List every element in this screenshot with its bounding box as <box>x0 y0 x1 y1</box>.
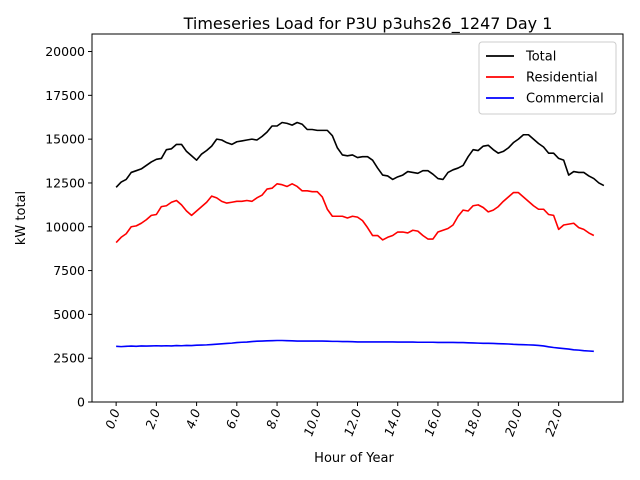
y-axis-title: kW total <box>14 191 29 245</box>
y-tick-label: 20000 <box>45 44 85 59</box>
series-line-commercial <box>116 339 594 353</box>
plot-frame <box>91 33 624 403</box>
x-tick-label: 4.0 <box>183 407 204 431</box>
x-axis-title: Hour of Year <box>314 451 394 466</box>
y-tick-label: 2500 <box>53 351 85 366</box>
y-tick-label: 17500 <box>45 88 85 103</box>
series-line-residential <box>115 183 595 244</box>
series-line-total <box>115 121 605 188</box>
x-tick-label: 8.0 <box>263 407 284 431</box>
y-tick-label: 0 <box>77 395 85 410</box>
chart-title: Timeseries Load for P3U p3uhs26_1247 Day… <box>183 14 553 34</box>
legend: Total Residential Commercial <box>478 41 617 115</box>
x-tick-label: 2.0 <box>142 407 163 431</box>
legend-label-total: Total <box>525 50 556 65</box>
y-tick-label: 12500 <box>45 175 85 190</box>
y-tick-label: 15000 <box>45 132 85 147</box>
x-tick-label: 6.0 <box>223 407 244 431</box>
legend-label-residential: Residential <box>526 71 598 86</box>
y-tick-label: 7500 <box>53 263 85 278</box>
y-tick-label: 10000 <box>45 219 85 234</box>
y-axis-ticks: 0 2500 5000 7500 10000 12500 15000 17500 20000 <box>45 44 92 410</box>
legend-label-commercial: Commercial <box>526 92 604 107</box>
x-tick-label: 0.0 <box>102 407 123 431</box>
series-lines <box>115 121 605 353</box>
y-tick-label: 5000 <box>53 307 85 322</box>
legend-box <box>478 41 617 115</box>
